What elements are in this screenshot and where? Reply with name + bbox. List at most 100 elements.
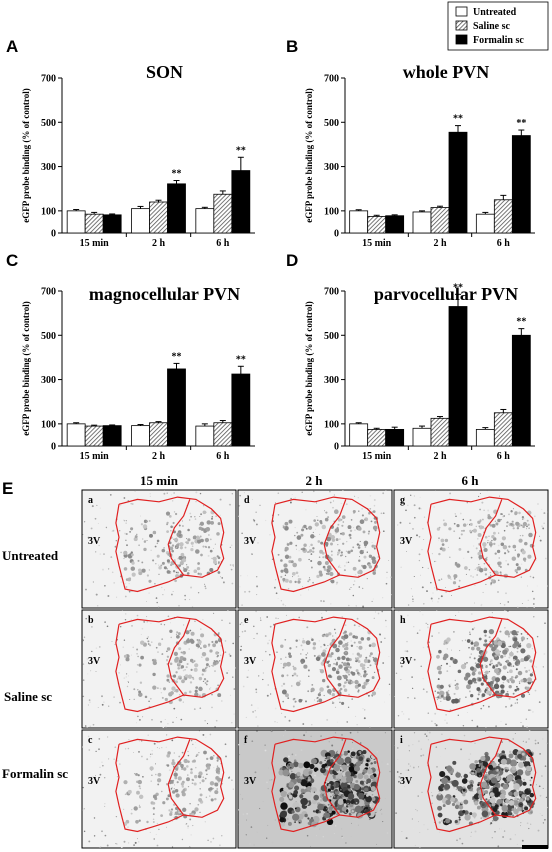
pvn-subdivision-outline: [167, 619, 191, 696]
labeling-dots: [238, 490, 392, 608]
panel-letter: B: [286, 37, 298, 56]
x-tick-label: 6 h: [497, 451, 511, 462]
bar-untreated: [131, 425, 150, 447]
pvn-subdivision-outline: [323, 739, 347, 816]
cell-letter: f: [244, 735, 248, 746]
ventricle-label: 3V: [88, 656, 101, 667]
pvn-outline: [271, 736, 381, 833]
chart-title: parvocellular PVN: [374, 284, 518, 304]
significance-marker: **: [172, 169, 182, 180]
labeling-dots: [396, 490, 548, 608]
y-tick-label: 300: [324, 375, 339, 386]
pvn-subdivision-outline: [479, 739, 503, 816]
image-grid: E 15 min 2 h 6 h Untreated Saline sc For…: [2, 473, 549, 849]
ventricle-label: 3V: [88, 536, 101, 547]
x-tick-label: 15 min: [362, 451, 392, 462]
bar-saline: [84, 425, 104, 447]
legend: Untreated Saline sc Formalin sc: [447, 1, 549, 51]
panel-letter: A: [6, 37, 18, 56]
ventricle-label: 3V: [400, 776, 413, 787]
bar-formalin: [102, 214, 122, 234]
cell-letter: i: [400, 735, 403, 746]
cell-letter: b: [88, 615, 94, 626]
labeling-dots: [394, 610, 548, 728]
micrograph-cell: d 3V: [237, 489, 393, 609]
micrograph-frame: [81, 489, 237, 609]
significance-marker: **: [236, 354, 246, 365]
ventricle-label: 3V: [400, 656, 413, 667]
x-tick-label: 15 min: [362, 238, 392, 249]
bar-saline: [149, 201, 168, 234]
cell-letter: e: [244, 615, 249, 626]
labeling-dots: [82, 490, 235, 608]
bar-saline: [149, 422, 168, 447]
micrograph-frame: [393, 489, 549, 609]
pvn-subdivision-outline: [479, 619, 503, 696]
bar-untreated: [349, 423, 369, 447]
legend-swatch-saline: [455, 20, 468, 31]
bar-untreated: [131, 208, 150, 234]
bar-formalin: [511, 135, 531, 234]
y-axis-label: eGFP probe binding (% of control): [304, 301, 314, 435]
pvn-subdivision-outline: [167, 499, 191, 576]
bar-saline: [493, 199, 513, 234]
bar-saline: [430, 207, 450, 234]
x-tick-label: 2 h: [152, 451, 166, 462]
legend-swatch-formalin: [455, 34, 468, 45]
bar-formalin: [385, 428, 405, 447]
pvn-outline: [115, 616, 225, 713]
ventricle-label: 3V: [244, 776, 257, 787]
bar-saline: [367, 215, 387, 234]
y-tick-label: 700: [41, 287, 56, 298]
pvn-subdivision-outline: [479, 499, 503, 576]
column-header-2h: 2 h: [306, 473, 324, 488]
bar-saline: [367, 428, 387, 447]
y-tick-label: 500: [41, 331, 56, 342]
pvn-outline: [115, 736, 225, 833]
cell-letter: h: [400, 615, 406, 626]
cell-letter: a: [88, 495, 93, 506]
x-tick-label: 6 h: [497, 238, 511, 249]
ventricle-label: 3V: [400, 536, 413, 547]
y-axis-label: eGFP probe binding (% of control): [304, 88, 314, 222]
micrograph-cell: i 3V: [393, 729, 549, 849]
chart-title: SON: [146, 62, 183, 82]
legend-swatch-untreated: [455, 6, 468, 17]
cell-letter: c: [88, 735, 93, 746]
column-header-6h: 6 h: [462, 473, 480, 488]
micrograph-frame: [237, 489, 393, 609]
ventricle-label: 3V: [88, 776, 101, 787]
panel-letter-e: E: [2, 479, 13, 498]
y-tick-label: 500: [41, 118, 56, 129]
pvn-outline: [271, 496, 381, 593]
pvn-outline: [115, 496, 225, 593]
y-tick-label: 700: [41, 74, 56, 85]
ventricle-label: 3V: [244, 656, 257, 667]
y-tick-label: 500: [324, 331, 339, 342]
y-tick-label: 700: [324, 74, 339, 85]
bar-saline: [84, 213, 104, 234]
bar-untreated: [66, 210, 86, 234]
pvn-subdivision-outline: [323, 619, 347, 696]
micrograph-cell: e 3V: [237, 609, 393, 729]
row-label-formalin: Formalin sc: [2, 766, 68, 781]
row-label-untreated: Untreated: [2, 548, 59, 563]
bar-formalin: [511, 334, 531, 447]
chart-son: A SON eGFP probe binding (% of control) 0 10…: [6, 37, 255, 249]
significance-marker: **: [516, 317, 526, 328]
y-tick-label: 0: [334, 442, 339, 453]
scale-bar: [522, 845, 548, 849]
significance-marker: **: [516, 118, 526, 129]
legend-label-formalin: Formalin sc: [473, 35, 524, 46]
significance-marker: **: [453, 114, 463, 125]
labeling-dots: [82, 610, 236, 728]
x-tick-label: 6 h: [216, 451, 230, 462]
bar-saline: [213, 193, 233, 234]
y-tick-label: 0: [51, 442, 56, 453]
bar-formalin: [448, 131, 468, 234]
bar-untreated: [475, 213, 495, 234]
micrograph-frame: [81, 609, 237, 729]
bar-saline: [493, 412, 513, 447]
y-tick-label: 700: [324, 287, 339, 298]
